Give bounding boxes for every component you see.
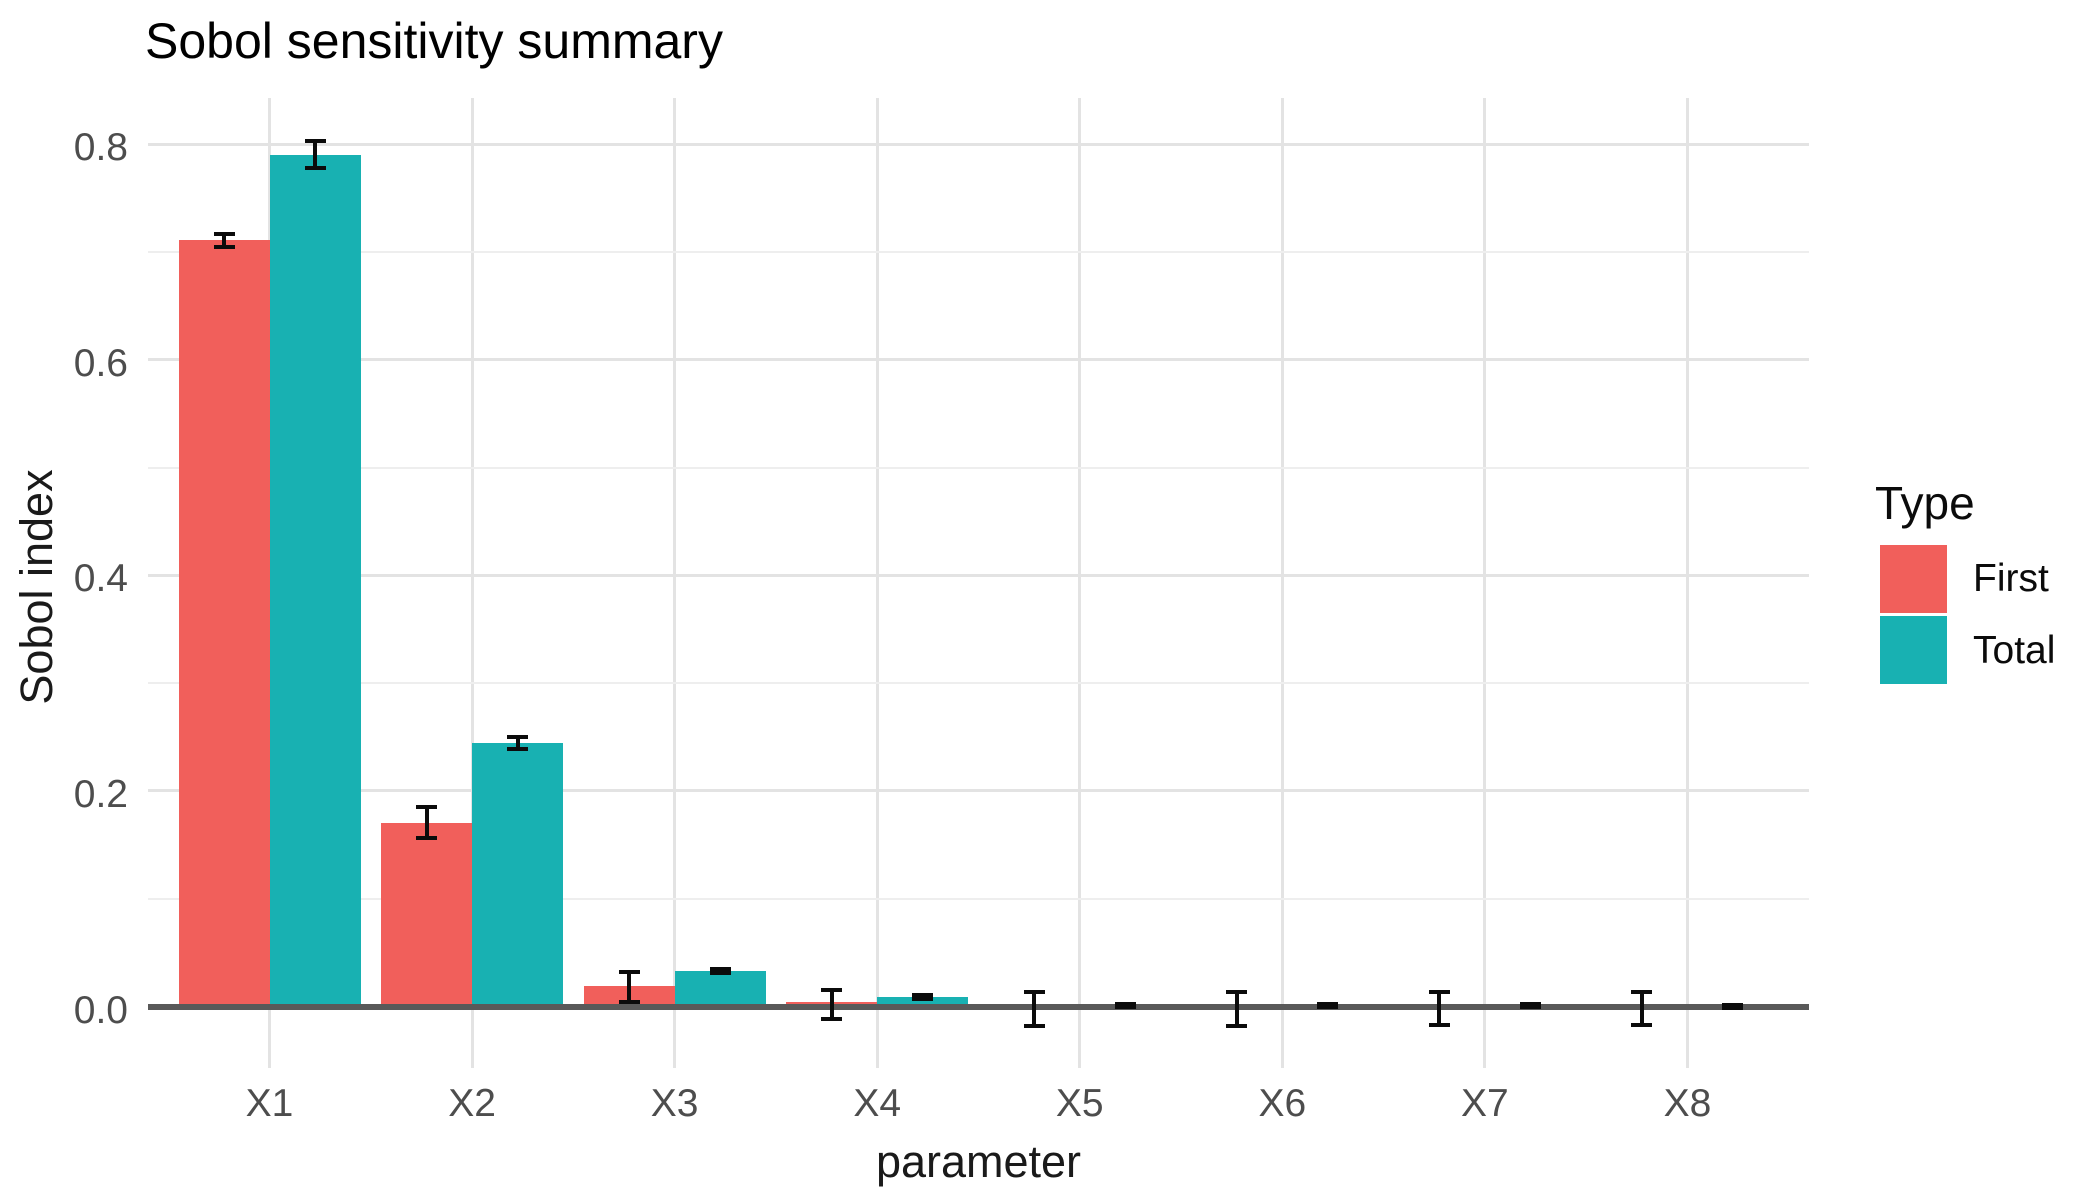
x-tick-label: X8 bbox=[1663, 1082, 1712, 1125]
error-bar-total-x5-cap-bottom bbox=[1114, 1004, 1136, 1009]
y-tick-label: 0.4 bbox=[73, 557, 128, 601]
gridline-minor bbox=[148, 466, 1809, 469]
gridline-major bbox=[148, 789, 1809, 793]
zero-axis-line bbox=[148, 1003, 1809, 1010]
x-tick-label: X3 bbox=[650, 1082, 699, 1125]
bar-first-x1 bbox=[178, 240, 270, 1010]
gridline-major bbox=[148, 142, 1809, 146]
gridline-vertical bbox=[1078, 98, 1082, 1068]
y-tick-label: 0.0 bbox=[73, 988, 128, 1032]
error-bar-total-x3-cap-bottom bbox=[709, 971, 731, 976]
error-bar-total-x3-cap-top bbox=[709, 966, 731, 971]
error-bar-first-x7-cap-top bbox=[1428, 990, 1450, 995]
gridline-vertical bbox=[470, 98, 474, 1068]
x-tick-label: X4 bbox=[853, 1082, 902, 1125]
error-bar-first-x4-cap-top bbox=[821, 988, 843, 993]
error-bar-first-x2 bbox=[424, 807, 429, 839]
error-bar-total-x1-cap-bottom bbox=[304, 165, 326, 170]
bar-total-x2 bbox=[472, 743, 564, 1010]
x-tick-label: X2 bbox=[448, 1082, 496, 1125]
legend-label-first: First bbox=[1973, 557, 2049, 600]
error-bar-total-x6-cap-bottom bbox=[1317, 1004, 1339, 1009]
error-bar-total-x6-cap-top bbox=[1317, 1002, 1339, 1007]
error-bar-total-x8-cap-bottom bbox=[1722, 1005, 1744, 1010]
error-bar-total-x4 bbox=[920, 994, 925, 999]
legend-swatch-first bbox=[1880, 545, 1947, 613]
bar-total-x3 bbox=[674, 970, 766, 1010]
gridline-minor bbox=[148, 250, 1809, 253]
gridline-vertical bbox=[875, 98, 879, 1068]
gridline-major bbox=[148, 573, 1809, 577]
gridline-minor bbox=[148, 897, 1809, 900]
y-tick-label: 0.8 bbox=[73, 126, 128, 170]
error-bar-first-x4-cap-bottom bbox=[821, 1017, 843, 1022]
error-bar-first-x4 bbox=[829, 990, 834, 1020]
gridline-vertical bbox=[1280, 98, 1284, 1068]
gridline-vertical bbox=[673, 98, 677, 1068]
y-tick-label: 0.6 bbox=[73, 341, 128, 385]
bar-total-x1 bbox=[269, 154, 361, 1010]
legend-title: Type bbox=[1875, 477, 1975, 529]
x-tick-label: X1 bbox=[245, 1082, 294, 1125]
error-bar-total-x1-cap-top bbox=[304, 138, 326, 143]
error-bar-total-x4-cap-bottom bbox=[912, 996, 934, 1001]
error-bar-total-x7-cap-bottom bbox=[1519, 1004, 1541, 1009]
gridline-minor bbox=[148, 682, 1809, 685]
error-bar-first-x7 bbox=[1437, 992, 1442, 1025]
error-bar-first-x6 bbox=[1234, 992, 1239, 1026]
error-bar-total-x2-cap-top bbox=[507, 735, 529, 739]
error-bar-first-x5-cap-top bbox=[1023, 990, 1045, 995]
x-tick-label: X5 bbox=[1055, 1082, 1104, 1125]
error-bar-total-x5-cap-top bbox=[1114, 1002, 1136, 1007]
chart-title: Sobol sensitivity summary bbox=[145, 13, 723, 69]
gridline-major bbox=[148, 358, 1809, 362]
error-bar-total-x7-cap-top bbox=[1519, 1002, 1541, 1007]
error-bar-total-x2-cap-bottom bbox=[507, 746, 529, 751]
error-bar-total-x8-cap-top bbox=[1722, 1003, 1744, 1008]
x-tick-label: X7 bbox=[1461, 1082, 1509, 1125]
error-bar-first-x5-cap-bottom bbox=[1023, 1023, 1045, 1028]
bar-first-x2 bbox=[381, 823, 473, 1010]
gridline-vertical bbox=[1685, 98, 1689, 1068]
error-bar-first-x2-cap-top bbox=[416, 805, 438, 810]
error-bar-first-x1-cap-bottom bbox=[213, 244, 235, 249]
error-bar-first-x5 bbox=[1032, 992, 1037, 1026]
error-bar-first-x1 bbox=[222, 233, 227, 247]
error-bar-total-x4-cap-top bbox=[912, 992, 934, 997]
error-bar-first-x1-cap-top bbox=[213, 231, 235, 236]
error-bar-first-x2-cap-bottom bbox=[416, 836, 438, 841]
error-bar-first-x3 bbox=[627, 972, 632, 1003]
error-bar-first-x3-cap-bottom bbox=[618, 1000, 640, 1005]
error-bar-total-x1 bbox=[313, 140, 318, 168]
error-bar-first-x6-cap-bottom bbox=[1226, 1023, 1248, 1028]
x-axis-title: parameter bbox=[875, 1136, 1082, 1187]
gridline-vertical bbox=[1483, 98, 1487, 1068]
legend-swatch-total bbox=[1880, 616, 1947, 684]
error-bar-first-x8 bbox=[1639, 992, 1644, 1025]
error-bar-total-x3 bbox=[718, 968, 723, 974]
x-tick-label: X6 bbox=[1258, 1082, 1307, 1125]
error-bar-first-x7-cap-bottom bbox=[1428, 1022, 1450, 1027]
error-bar-total-x2 bbox=[515, 737, 520, 749]
error-bar-first-x6-cap-top bbox=[1226, 990, 1248, 995]
error-bar-first-x3-cap-top bbox=[618, 970, 640, 974]
error-bar-first-x8-cap-bottom bbox=[1631, 1022, 1653, 1027]
y-tick-label: 0.2 bbox=[73, 772, 128, 816]
legend-label-total: Total bbox=[1973, 629, 2056, 672]
error-bar-first-x8-cap-top bbox=[1631, 990, 1653, 995]
